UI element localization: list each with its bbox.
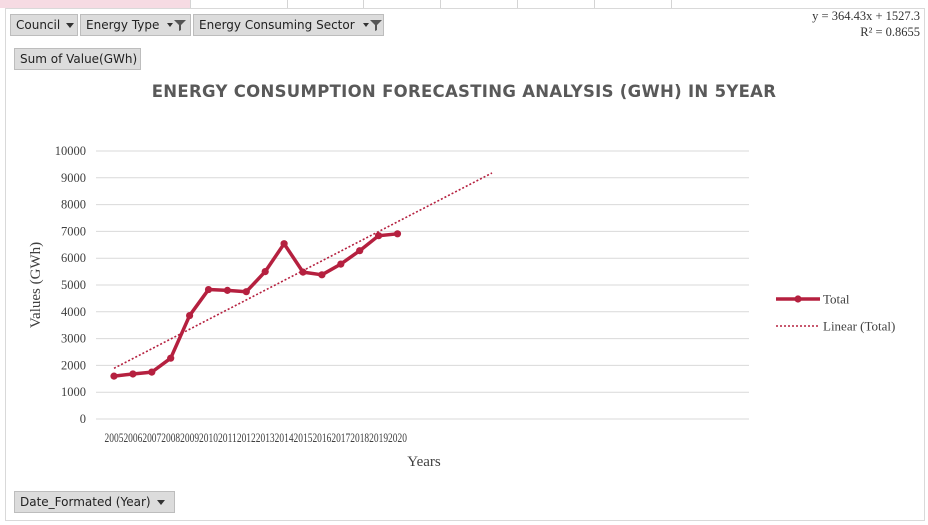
y-tick-label: 3000 [61, 332, 86, 346]
data-point [299, 268, 307, 276]
x-tick-label: 2009 [180, 431, 199, 445]
council-filter-button[interactable]: Council [10, 14, 78, 36]
data-point [337, 260, 345, 268]
chart-area[interactable] [5, 8, 925, 521]
data-point [223, 286, 231, 294]
date-formated-year-filter-button[interactable]: Date_Formated (Year) [14, 491, 175, 513]
series-line-total [112, 232, 400, 378]
chevron-down-icon [66, 22, 75, 28]
x-tick-label: 2012 [237, 431, 256, 445]
legend-label-trend: Linear (Total) [823, 319, 895, 334]
x-tick-label: 2013 [256, 431, 275, 445]
data-point [318, 271, 326, 279]
y-tick-label: 6000 [61, 251, 86, 265]
x-tick-label: 2008 [161, 431, 180, 445]
filter-funnel-icon [362, 19, 382, 31]
data-point [356, 247, 364, 255]
legend-marker-total [794, 295, 802, 303]
data-point [148, 368, 156, 376]
data-point [261, 268, 269, 276]
x-tick-label: 2011 [218, 431, 237, 445]
sheet-column-line [287, 0, 288, 8]
data-point [375, 232, 383, 240]
y-tick-label: 1000 [61, 385, 86, 399]
y-tick-label: 9000 [61, 171, 86, 185]
energy-type-filter-button[interactable]: Energy Type [80, 14, 191, 36]
sheet-column-line [363, 0, 364, 8]
sheet-column-line [440, 0, 441, 8]
x-tick-label: 2007 [142, 431, 161, 445]
x-axis-title: Years [407, 454, 441, 470]
data-point [129, 370, 137, 378]
y-tick-label: 0 [80, 412, 86, 426]
sheet-column-line [594, 0, 595, 8]
trendline-equation-label: y = 364.43x + 1527.3 R² = 0.8655 [812, 8, 920, 40]
sheet-column-line [671, 0, 672, 8]
y-tick-label: 8000 [61, 198, 86, 212]
x-tick-label: 2015 [294, 431, 313, 445]
data-point [167, 354, 175, 362]
x-tick-label: 2005 [105, 431, 124, 445]
chevron-down-icon [156, 499, 165, 505]
x-tick-label: 2016 [312, 431, 331, 445]
filter-funnel-icon [167, 19, 187, 31]
sheet-column-line [517, 0, 518, 8]
x-tick-label: 2018 [350, 431, 369, 445]
x-tick-label: 2020 [388, 431, 407, 445]
y-tick-label: 10000 [55, 144, 86, 158]
data-point [393, 230, 402, 238]
data-point [204, 285, 213, 294]
y-axis-title: Values (GWh) [28, 242, 44, 328]
y-tick-label: 4000 [61, 305, 86, 319]
energy-type-filter-label: Energy Type [86, 18, 160, 32]
trendline-equation: y = 364.43x + 1527.3 [812, 9, 920, 23]
legend-label-total: Total [823, 292, 850, 307]
y-tick-label: 7000 [61, 224, 86, 238]
trendline-r-squared: R² = 0.8655 [860, 25, 920, 39]
energy-consuming-sector-filter-button[interactable]: Energy Consuming Sector [193, 14, 384, 36]
x-tick-label: 2006 [123, 431, 142, 445]
x-tick-label: 2010 [199, 431, 218, 445]
data-point [110, 372, 118, 380]
council-filter-label: Council [16, 18, 61, 32]
sheet-cell-strip [0, 0, 190, 8]
data-point [280, 240, 288, 248]
sum-of-value-label: Sum of Value(GWh) [20, 52, 138, 66]
y-tick-label: 5000 [61, 278, 86, 292]
chart-title: ENERGY CONSUMPTION FORECASTING ANALYSIS … [151, 82, 777, 101]
energy-consuming-sector-filter-label: Energy Consuming Sector [199, 18, 355, 32]
y-tick-label: 2000 [61, 358, 86, 372]
x-tick-label: 2014 [275, 431, 294, 445]
sum-of-value-field-button[interactable]: Sum of Value(GWh) [14, 48, 141, 70]
x-tick-label: 2017 [331, 431, 350, 445]
data-point [186, 311, 194, 320]
x-tick-label: 2019 [369, 431, 388, 445]
date-formated-year-label: Date_Formated (Year) [20, 495, 151, 509]
data-point [242, 288, 250, 296]
sheet-column-line [190, 0, 191, 8]
